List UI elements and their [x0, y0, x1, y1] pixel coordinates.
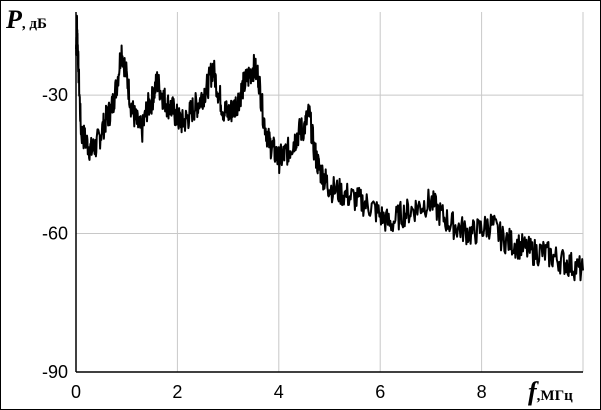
y-axis-unit: , дБ: [22, 16, 47, 32]
tick-labels: 0 2 4 6 8 -30 -60 -90: [42, 85, 487, 402]
x-axis-variable: f: [528, 377, 539, 406]
y-axis-variable: P: [5, 5, 23, 34]
y-tick-label: -60: [42, 224, 68, 244]
x-tick-label: 0: [71, 382, 81, 402]
spectrum-series-line: [75, 14, 584, 282]
y-tick-label: -90: [42, 362, 68, 382]
x-tick-label: 6: [375, 382, 385, 402]
x-tick-label: 8: [477, 382, 487, 402]
y-tick-label: -30: [42, 85, 68, 105]
x-axis-unit: ,МГц: [537, 388, 573, 404]
x-tick-label: 2: [172, 382, 182, 402]
x-axis-label: f,МГц: [528, 377, 573, 406]
y-axis-label: P, дБ: [5, 5, 47, 34]
x-tick-label: 4: [274, 382, 284, 402]
